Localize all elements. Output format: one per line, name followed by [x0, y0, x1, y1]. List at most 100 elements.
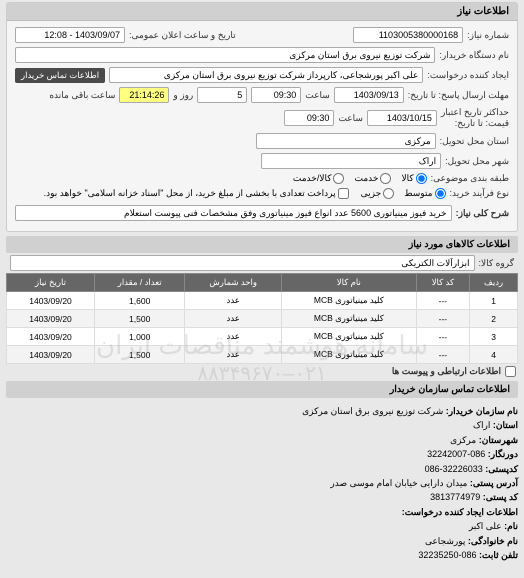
recv-until-label: مهلت ارسال پاسخ: تا تاریخ:: [408, 90, 509, 101]
contact-badge[interactable]: اطلاعات تماس خریدار: [15, 68, 105, 83]
delivery-state-label: استان محل تحویل:: [440, 136, 509, 147]
table-header: واحد شمارش: [185, 274, 282, 292]
pkg-service-radio[interactable]: خدمت: [354, 173, 391, 184]
pkg-goods-radio[interactable]: کالا: [401, 173, 426, 184]
f-postcode-lbl: کد پستی:: [483, 492, 518, 502]
table-cell: 1,600: [95, 292, 185, 310]
goods-section-title: اطلاعات کالاهای مورد نیاز: [6, 236, 518, 253]
f-post: 32226033-086: [425, 464, 483, 474]
buy-type-label: نوع فرآیند خرید:: [450, 188, 510, 199]
goods-group-input[interactable]: [10, 255, 475, 271]
public-date-input[interactable]: [15, 27, 125, 43]
table-cell: کلید مینیاتوری MCB: [282, 346, 417, 364]
creator-label: ایجاد کننده درخواست:: [427, 70, 509, 81]
pay-note-label: پرداخت تعدادی با بخشی از مبلغ خرید، از م…: [44, 188, 336, 199]
table-cell: 1403/09/20: [7, 346, 95, 364]
creator-input[interactable]: [109, 67, 423, 83]
table-cell: ---: [416, 310, 470, 328]
f-org-lbl: نام سازمان خریدار:: [446, 406, 518, 416]
panel-title: اطلاعات نیاز: [7, 3, 517, 21]
pkg-goods-label: کالا: [401, 173, 413, 184]
valid-time-label: ساعت: [338, 113, 363, 124]
f-city: مرکزی: [450, 435, 476, 445]
table-cell: ---: [416, 328, 470, 346]
table-cell: عدد: [185, 310, 282, 328]
footer-block: نام سازمان خریدار: شرکت توزیع نیروی برق …: [6, 404, 518, 562]
valid-until-label: حداکثر تاریخ اعتبار قیمت: تا تاریخ:: [441, 107, 509, 129]
f-postcode: 3813774979: [430, 492, 480, 502]
table-cell: 3: [470, 328, 518, 346]
goods-table: ردیفکد کالانام کالاواحد شمارشتعداد / مقد…: [6, 273, 518, 364]
delivery-state-input[interactable]: [256, 133, 436, 149]
delivery-city-input[interactable]: [261, 153, 441, 169]
table-header: تاریخ نیاز: [7, 274, 95, 292]
bt-partial-label: جزیی: [361, 188, 382, 199]
table-cell: 1,000: [95, 328, 185, 346]
pkg-both-radio[interactable]: کالا/خدمت: [293, 173, 345, 184]
delivery-city-label: شهر محل تحویل:: [445, 156, 509, 167]
f-fax: 086-32242007: [427, 449, 485, 459]
table-cell: 1403/09/20: [7, 310, 95, 328]
recv-date-input[interactable]: [334, 87, 404, 103]
bt-small-radio[interactable]: متوسط: [404, 188, 445, 199]
need-desc-label: شرح کلی نیاز:: [456, 208, 509, 219]
f-family: پورشجاعی: [425, 536, 465, 546]
need-info-panel: اطلاعات نیاز شماره نیاز: تاریخ و ساعت اع…: [6, 2, 518, 232]
table-row: 2---کلید مینیاتوری MCBعدد1,5001403/09/20: [7, 310, 518, 328]
days-input[interactable]: [197, 87, 247, 103]
table-cell: کلید مینیاتوری MCB: [282, 292, 417, 310]
f-addr-lbl: آدرس پستی:: [470, 478, 518, 488]
f-addr: میدان دارایی خیابان امام موسی صدر: [330, 478, 467, 488]
table-row: 1---کلید مینیاتوری MCBعدد1,6001403/09/20: [7, 292, 518, 310]
pay-note-checkbox[interactable]: پرداخت تعدادی با بخشی از مبلغ خرید، از م…: [44, 188, 349, 199]
f-post-lbl: کدپستی:: [485, 464, 518, 474]
f-city-lbl: شهرستان:: [479, 435, 518, 445]
pkg-service-label: خدمت: [354, 173, 378, 184]
table-cell: 1403/09/20: [7, 328, 95, 346]
f-family-lbl: نام خانوادگی:: [468, 536, 518, 546]
table-row: 3---کلید مینیاتوری MCBعدد1,0001403/09/20: [7, 328, 518, 346]
need-no-label: شماره نیاز:: [467, 30, 509, 41]
table-cell: عدد: [185, 328, 282, 346]
pkg-both-label: کالا/خدمت: [293, 173, 332, 184]
bt-small-label: متوسط: [404, 188, 432, 199]
table-header: تعداد / مقدار: [95, 274, 185, 292]
remain-input: [119, 87, 169, 103]
table-cell: کلید مینیاتوری MCB: [282, 310, 417, 328]
buy-type-radio-group: متوسط جزیی: [361, 188, 446, 199]
table-cell: ---: [416, 346, 470, 364]
f-org: شرکت توزیع نیروی برق استان مرکزی: [302, 406, 443, 416]
table-row: 4---کلید مینیاتوری MCBعدد1,5001403/09/20: [7, 346, 518, 364]
need-desc-input[interactable]: [15, 205, 452, 221]
package-label: طبقه بندی موضوعی:: [431, 173, 509, 184]
valid-time-input[interactable]: [284, 110, 334, 126]
table-cell: عدد: [185, 346, 282, 364]
table-cell: ---: [416, 292, 470, 310]
table-header: نام کالا: [282, 274, 417, 292]
f-state: اراک: [473, 420, 490, 430]
valid-date-input[interactable]: [367, 110, 437, 126]
f-fax-lbl: دورنگار:: [488, 449, 518, 459]
package-radio-group: کالا خدمت کالا/خدمت: [293, 173, 427, 184]
f-name-lbl: نام:: [504, 521, 518, 531]
bt-partial-radio[interactable]: جزیی: [361, 188, 395, 199]
table-cell: 1,500: [95, 310, 185, 328]
table-cell: 1403/09/20: [7, 292, 95, 310]
table-header: کد کالا: [416, 274, 470, 292]
f-tel: 086-32235250: [418, 550, 476, 560]
buyer-org-label: نام دستگاه خریدار:: [439, 50, 509, 61]
recv-time-input[interactable]: [251, 87, 301, 103]
attachments-checkbox[interactable]: [505, 366, 516, 377]
table-cell: کلید مینیاتوری MCB: [282, 328, 417, 346]
f-state-lbl: استان:: [493, 420, 518, 430]
table-cell: 4: [470, 346, 518, 364]
remain-label: ساعت باقی مانده: [49, 90, 115, 101]
buyer-org-input[interactable]: [15, 47, 435, 63]
table-cell: عدد: [185, 292, 282, 310]
table-cell: 1: [470, 292, 518, 310]
table-header: ردیف: [470, 274, 518, 292]
recv-time-label: ساعت: [305, 90, 330, 101]
need-no-input[interactable]: [353, 27, 463, 43]
attachments-label: اطلاعات ارتباطی و پیوست ها: [392, 366, 501, 377]
table-cell: 2: [470, 310, 518, 328]
